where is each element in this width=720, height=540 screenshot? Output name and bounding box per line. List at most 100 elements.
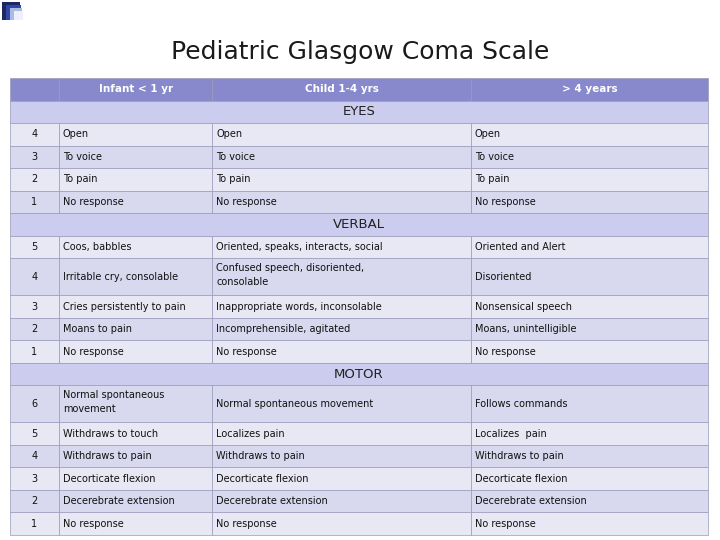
Text: To pain: To pain [63, 174, 97, 185]
Text: Withdraws to touch: Withdraws to touch [63, 429, 158, 438]
Text: No response: No response [217, 347, 277, 356]
Text: Oriented and Alert: Oriented and Alert [474, 242, 565, 252]
Text: No response: No response [63, 197, 124, 207]
Bar [59, 146, 212, 168]
Text: No response: No response [217, 197, 277, 207]
Bar [471, 295, 708, 318]
Bar [59, 295, 212, 318]
Bar [14, 11, 23, 20]
Bar [471, 386, 708, 422]
Bar [10, 8, 22, 20]
Text: Open: Open [474, 130, 501, 139]
Text: Decerebrate extension: Decerebrate extension [474, 496, 586, 506]
Text: Pediatric Glasgow Coma Scale: Pediatric Glasgow Coma Scale [171, 40, 549, 64]
Text: Cries persistently to pain: Cries persistently to pain [63, 301, 186, 312]
Text: 1: 1 [32, 347, 37, 356]
Text: 3: 3 [32, 152, 37, 162]
Bar [59, 386, 212, 422]
Bar [212, 168, 471, 191]
Text: 6: 6 [32, 399, 37, 409]
Bar [212, 236, 471, 258]
Text: movement: movement [63, 404, 116, 414]
Text: 5: 5 [31, 242, 37, 252]
Text: EYES: EYES [343, 105, 375, 118]
Bar [10, 363, 708, 386]
Bar [10, 191, 59, 213]
Text: 3: 3 [32, 301, 37, 312]
Bar [10, 318, 59, 340]
Text: Nonsensical speech: Nonsensical speech [474, 301, 572, 312]
Text: consolable: consolable [217, 278, 269, 287]
Bar [59, 191, 212, 213]
Text: Irritable cry, consolable: Irritable cry, consolable [63, 272, 178, 282]
Bar [471, 512, 708, 535]
Text: 3: 3 [32, 474, 37, 484]
Bar [10, 512, 59, 535]
Text: Infant < 1 yr: Infant < 1 yr [99, 84, 173, 94]
Bar [59, 445, 212, 468]
Text: Inappropriate words, inconsolable: Inappropriate words, inconsolable [217, 301, 382, 312]
Bar [212, 123, 471, 146]
Bar [10, 295, 59, 318]
Bar [471, 445, 708, 468]
Bar [10, 78, 59, 100]
Bar [471, 490, 708, 512]
Bar [471, 168, 708, 191]
Text: 4: 4 [32, 272, 37, 282]
Bar [10, 422, 59, 445]
Bar [212, 78, 471, 100]
Bar [471, 146, 708, 168]
Text: Normal spontaneous: Normal spontaneous [63, 390, 164, 400]
Bar [471, 236, 708, 258]
Text: Normal spontaneous movement: Normal spontaneous movement [217, 399, 374, 409]
Text: VERBAL: VERBAL [333, 218, 385, 231]
Text: 2: 2 [31, 174, 37, 185]
Text: Confused speech, disoriented,: Confused speech, disoriented, [217, 262, 364, 273]
Text: Withdraws to pain: Withdraws to pain [474, 451, 564, 461]
Text: Child 1-4 yrs: Child 1-4 yrs [305, 84, 379, 94]
Text: No response: No response [474, 197, 536, 207]
Text: Follows commands: Follows commands [474, 399, 567, 409]
Bar [59, 490, 212, 512]
Text: To voice: To voice [217, 152, 256, 162]
Text: Disoriented: Disoriented [474, 272, 531, 282]
Bar [10, 445, 59, 468]
Bar [10, 490, 59, 512]
Bar [212, 318, 471, 340]
Bar [471, 78, 708, 100]
Bar [59, 318, 212, 340]
Text: No response: No response [217, 519, 277, 529]
Bar [59, 258, 212, 295]
Bar [10, 123, 59, 146]
Text: No response: No response [63, 519, 124, 529]
Text: Incomprehensible, agitated: Incomprehensible, agitated [217, 324, 351, 334]
Bar [59, 340, 212, 363]
Bar [471, 318, 708, 340]
Bar [10, 236, 59, 258]
Bar [471, 191, 708, 213]
Text: 4: 4 [32, 130, 37, 139]
Bar [59, 123, 212, 146]
Text: No response: No response [63, 347, 124, 356]
Bar [212, 445, 471, 468]
Bar [6, 5, 21, 20]
Bar [212, 258, 471, 295]
Bar [10, 340, 59, 363]
Text: Decerebrate extension: Decerebrate extension [217, 496, 328, 506]
Bar [471, 123, 708, 146]
Text: To pain: To pain [217, 174, 251, 185]
Text: Decorticate flexion: Decorticate flexion [63, 474, 156, 484]
Text: Oriented, speaks, interacts, social: Oriented, speaks, interacts, social [217, 242, 383, 252]
Text: Open: Open [217, 130, 243, 139]
Text: Moans to pain: Moans to pain [63, 324, 132, 334]
Text: To pain: To pain [474, 174, 509, 185]
Bar [2, 2, 20, 20]
Text: Moans, unintelligible: Moans, unintelligible [474, 324, 576, 334]
Text: Withdraws to pain: Withdraws to pain [217, 451, 305, 461]
Bar [10, 213, 708, 236]
Bar [59, 168, 212, 191]
Text: 2: 2 [31, 324, 37, 334]
Bar [212, 340, 471, 363]
Text: No response: No response [474, 347, 536, 356]
Bar [212, 512, 471, 535]
